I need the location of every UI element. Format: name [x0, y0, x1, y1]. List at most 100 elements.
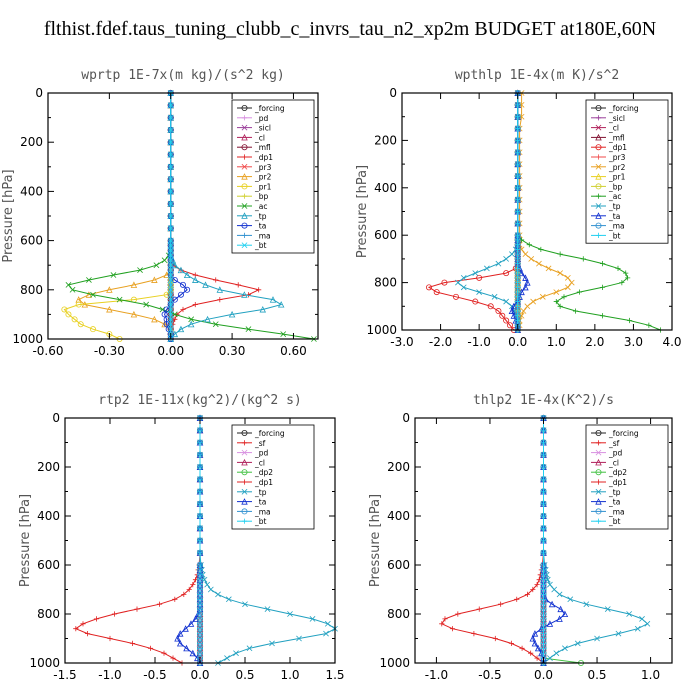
- plot-panel-1: wprtp 1E-7x(m kg)/(s^2 kg) Pressure [hPa]…: [1, 68, 319, 358]
- y-axis-label: Pressure [hPa]: [368, 494, 383, 587]
- svg-text:_ma: _ma: [254, 231, 271, 240]
- legend-entry-ta: _ta: [237, 222, 266, 231]
- x-tick-label: 4.0: [662, 335, 681, 349]
- x-tick-label: 0.30: [219, 344, 246, 358]
- svg-text:_bt: _bt: [608, 517, 621, 526]
- y-tick-label: 200: [20, 135, 43, 149]
- legend-entry-ta: _ta: [237, 498, 266, 507]
- legend-entry-dp1: _dp1: [591, 143, 627, 152]
- legend-entry-bp: _bp: [237, 192, 269, 201]
- y-tick-label: 400: [374, 181, 397, 195]
- y-tick-label: 400: [20, 184, 43, 198]
- svg-text:_ac: _ac: [254, 202, 267, 211]
- svg-text:_ta: _ta: [254, 498, 266, 507]
- series-tp: [455, 90, 521, 333]
- x-tick-label: 0.5: [587, 668, 606, 682]
- series-bt: [167, 90, 174, 342]
- y-tick-label: 400: [387, 509, 410, 523]
- x-tick-label: -0.5: [478, 668, 501, 682]
- x-tick-label: -1.0: [425, 668, 448, 682]
- legend-entry-forcing: _forcing: [591, 429, 639, 438]
- legend-entry-dp2: _dp2: [237, 468, 273, 477]
- legend-entry-dp2: _dp2: [591, 468, 627, 477]
- svg-text:_forcing: _forcing: [254, 429, 285, 438]
- legend-entry-pr3: _pr3: [591, 153, 626, 162]
- x-tick-label: -1.0: [467, 335, 490, 349]
- legend-entry-ma: _ma: [591, 222, 625, 231]
- legend-entry-cl: _cl: [237, 458, 265, 467]
- y-tick-label: 1000: [12, 332, 43, 346]
- svg-text:_cl: _cl: [608, 124, 619, 133]
- svg-text:_ta: _ta: [608, 498, 620, 507]
- svg-text:_bp: _bp: [254, 192, 269, 201]
- svg-text:_ma: _ma: [608, 222, 625, 231]
- legend-entry-tp: _tp: [237, 488, 267, 497]
- svg-text:_sicl: _sicl: [608, 114, 625, 123]
- y-tick-label: 200: [387, 460, 410, 474]
- svg-text:_cl: _cl: [254, 458, 265, 467]
- svg-text:_pr3: _pr3: [608, 153, 626, 162]
- svg-text:_tp: _tp: [608, 488, 621, 497]
- legend-entry-tp: _tp: [237, 212, 267, 221]
- svg-text:_cl: _cl: [608, 458, 619, 467]
- y-tick-label: 800: [374, 276, 397, 290]
- panel-title: rtp2 1E-11x(kg^2)/(kg^2 s): [98, 393, 302, 408]
- y-tick-label: 200: [37, 460, 60, 474]
- x-tick-label: 1.0: [280, 668, 299, 682]
- x-tick-label: 0.0: [508, 335, 527, 349]
- x-tick-label: -1.5: [53, 668, 76, 682]
- y-tick-label: 0: [35, 86, 43, 100]
- y-tick-label: 600: [20, 234, 43, 248]
- y-tick-label: 400: [37, 509, 60, 523]
- svg-text:_forcing: _forcing: [608, 429, 639, 438]
- svg-text:_bt: _bt: [254, 241, 267, 250]
- series-bt: [197, 415, 203, 666]
- legend-entry-ta: _ta: [591, 498, 620, 507]
- svg-text:_bt: _bt: [254, 517, 267, 526]
- legend-entry-pr2: _pr2: [591, 163, 626, 172]
- x-tick-label: -1.0: [98, 668, 121, 682]
- legend-entry-sf: _sf: [591, 439, 620, 448]
- svg-text:_pr1: _pr1: [608, 173, 626, 182]
- x-tick-label: -3.0: [390, 335, 413, 349]
- legend-entry-ac: _ac: [591, 192, 621, 201]
- x-tick-label: -2.0: [429, 335, 452, 349]
- svg-text:_tp: _tp: [254, 488, 267, 497]
- svg-text:_dp1: _dp1: [254, 153, 273, 162]
- y-tick-label: 0: [52, 411, 60, 425]
- svg-text:_ma: _ma: [608, 507, 625, 516]
- x-tick-label: 1.5: [325, 668, 344, 682]
- y-tick-label: 1000: [29, 656, 60, 670]
- y-tick-label: 600: [374, 228, 397, 242]
- svg-text:_pr2: _pr2: [608, 163, 626, 172]
- x-tick-label: -0.30: [94, 344, 125, 358]
- legend-entry-cl: _cl: [591, 124, 619, 133]
- y-axis-label: Pressure [hPa]: [355, 165, 370, 258]
- legend-entry-mfl: _mfl: [591, 133, 625, 142]
- svg-text:_dp1: _dp1: [254, 478, 273, 487]
- x-tick-label: 3.0: [624, 335, 643, 349]
- legend-entry-forcing: _forcing: [237, 429, 285, 438]
- x-tick-label: -0.5: [143, 668, 166, 682]
- legend-entry-bp: _bp: [591, 182, 623, 191]
- svg-text:_dp2: _dp2: [608, 468, 627, 477]
- legend-entry-ma: _ma: [591, 507, 625, 516]
- svg-text:_pd: _pd: [254, 114, 269, 123]
- legend-entry-pr1: _pr1: [237, 182, 272, 191]
- svg-text:_bt: _bt: [608, 231, 621, 240]
- plot-panel-2: wpthlp 1E-4x(m K)/s^2 Pressure [hPa] 0 200 4…: [355, 68, 682, 349]
- svg-text:_sf: _sf: [608, 439, 620, 448]
- x-tick-label: 1.0: [641, 668, 660, 682]
- x-tick-label: 0.00: [157, 344, 184, 358]
- svg-text:_dp1: _dp1: [608, 478, 627, 487]
- panel-title: wprtp 1E-7x(m kg)/(s^2 kg): [81, 68, 285, 83]
- y-tick-label: 600: [387, 558, 410, 572]
- x-tick-label: 0.0: [534, 668, 553, 682]
- series-ta: [529, 414, 569, 666]
- y-tick-label: 800: [387, 607, 410, 621]
- legend-entry-dp1: _dp1: [237, 153, 273, 162]
- legend-entry-bt: _bt: [591, 517, 621, 526]
- legend-entry-pr3: _pr3: [237, 163, 272, 172]
- y-axis-label: Pressure [hPa]: [18, 494, 33, 587]
